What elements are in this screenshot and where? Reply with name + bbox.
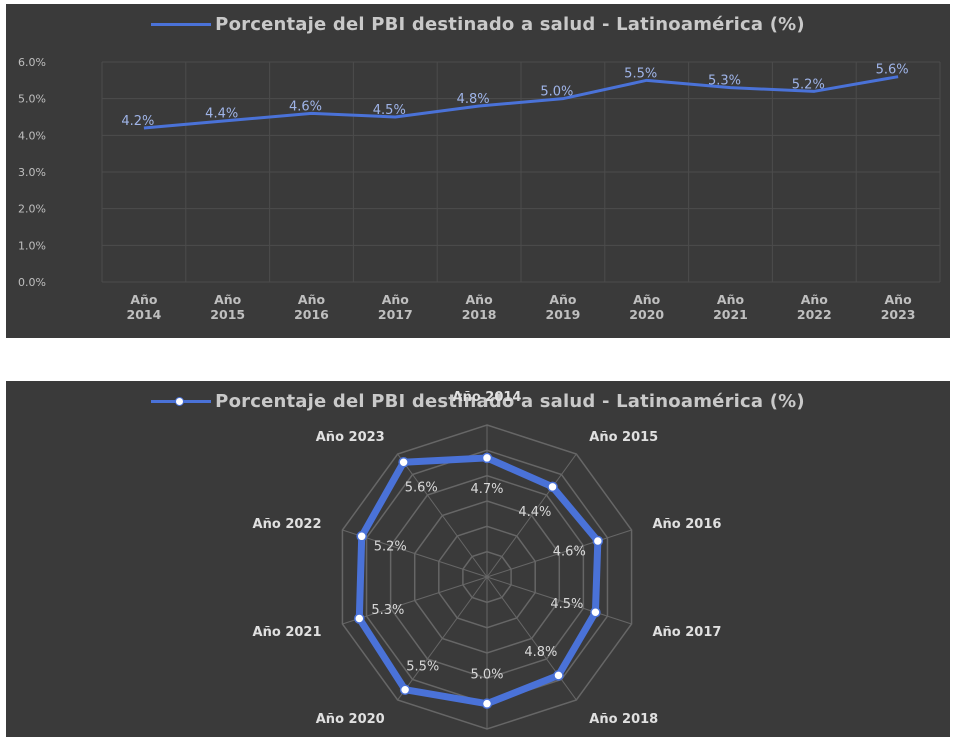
data-label: 5.6% — [405, 480, 438, 495]
legend-label: Porcentaje del PBI destinado a salud - L… — [215, 14, 805, 35]
spoke-line — [397, 453, 488, 578]
y-tick-label: 1.0% — [18, 239, 46, 252]
line-chart-panel: Porcentaje del PBI destinado a salud - L… — [6, 4, 950, 338]
x-tick-label: Año 2021 — [713, 292, 748, 322]
data-label: 5.0% — [540, 85, 573, 100]
data-label: 5.2% — [792, 77, 825, 92]
data-label: 5.6% — [876, 63, 909, 78]
data-point — [481, 698, 493, 709]
data-label: 4.2% — [121, 114, 154, 129]
data-point — [356, 531, 367, 542]
y-tick-label: 4.0% — [18, 129, 46, 142]
data-label: 5.5% — [406, 659, 439, 674]
y-tick-label: 6.0% — [18, 56, 46, 69]
series-line — [143, 75, 899, 130]
line-chart-svg: 0.0% 1.0% 2.0% 3.0% 4.0% 5.0% 6.0% Año 2014 Año 20… — [18, 56, 941, 322]
spoke-line — [342, 576, 488, 625]
data-point — [547, 481, 558, 493]
data-label: 4.5% — [373, 103, 406, 118]
data-label: 5.3% — [371, 603, 404, 618]
data-label: 4.4% — [518, 505, 551, 520]
x-tick-label: Año 2022 — [797, 292, 832, 322]
data-label: 5.0% — [470, 668, 503, 683]
data-point — [399, 684, 411, 695]
x-tick-label: Año 2023 — [881, 292, 916, 322]
category-label: Año 2020 — [316, 712, 385, 727]
data-point — [590, 606, 601, 618]
line-chart-legend: Porcentaje del PBI destinado a salud - L… — [6, 14, 950, 35]
category-label: Año 2015 — [589, 430, 658, 445]
data-label: 5.2% — [374, 540, 407, 555]
y-tick-label: 0.0% — [18, 276, 46, 289]
x-tick-label: Año 2015 — [210, 292, 245, 322]
category-label: Año 2023 — [316, 430, 385, 445]
y-tick-label: 3.0% — [18, 166, 46, 179]
category-label: Año 2022 — [253, 517, 322, 532]
spoke-line — [486, 453, 577, 578]
x-tick-label: Año 2019 — [546, 292, 581, 322]
category-label: Año 2017 — [652, 625, 721, 640]
legend-label: Porcentaje del PBI destinado a salud - L… — [215, 391, 805, 412]
spoke-line — [397, 576, 488, 701]
x-tick-label: Año 2018 — [462, 292, 497, 322]
x-tick-label: Año 2016 — [294, 292, 329, 322]
spoke-line — [486, 576, 632, 625]
x-tick-label: Año 2020 — [629, 292, 664, 322]
category-label: Año 2018 — [589, 712, 658, 727]
spoke-line — [486, 529, 632, 578]
data-point — [553, 670, 564, 681]
data-label: 5.3% — [708, 74, 741, 89]
category-label: Año 2016 — [652, 517, 721, 532]
data-point — [592, 535, 604, 547]
y-tick-label: 5.0% — [18, 93, 46, 106]
radar-chart-svg: Año 2014 Año 2015 Año 2016 Año 2017 Año 2018… — [253, 390, 721, 730]
category-label: Año 2014 — [453, 390, 522, 405]
data-label: 4.5% — [550, 597, 583, 612]
data-label: 4.8% — [457, 92, 490, 107]
y-tick-label: 2.0% — [18, 203, 46, 216]
data-point — [354, 613, 365, 624]
data-point — [481, 452, 493, 464]
radar-chart-legend: Porcentaje del PBI destinado a salud - L… — [6, 391, 950, 412]
radar-chart-panel: Porcentaje del PBI destinado a salud - L… — [6, 381, 950, 737]
data-label: 4.6% — [553, 544, 586, 559]
x-tick-label: Año 2017 — [378, 292, 413, 322]
data-label: 4.4% — [205, 107, 238, 122]
data-label: 4.8% — [524, 645, 557, 660]
data-label: 4.6% — [289, 99, 322, 114]
legend-line-swatch-icon — [151, 23, 212, 26]
data-label: 5.5% — [624, 66, 657, 81]
x-tick-label: Año 2014 — [127, 292, 162, 322]
data-point — [398, 456, 409, 468]
legend-marker-swatch-icon — [151, 397, 212, 406]
category-label: Año 2021 — [253, 625, 322, 640]
data-label: 4.7% — [470, 482, 503, 497]
